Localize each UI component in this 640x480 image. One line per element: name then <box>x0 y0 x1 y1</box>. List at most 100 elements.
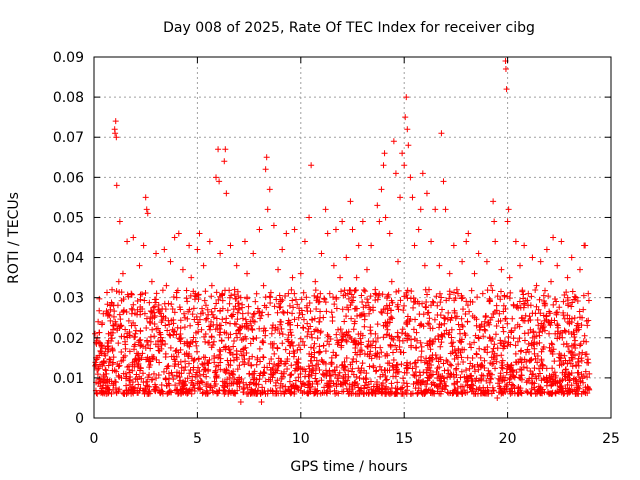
data-point <box>428 361 435 368</box>
data-point <box>241 345 248 352</box>
data-point <box>141 310 148 317</box>
data-point <box>286 350 293 357</box>
data-point <box>359 360 366 367</box>
data-point <box>277 390 284 397</box>
data-point <box>104 343 111 350</box>
data-point <box>221 287 228 294</box>
data-point <box>426 286 433 293</box>
data-point <box>444 367 451 374</box>
data-point <box>519 314 526 321</box>
data-point <box>556 362 563 369</box>
data-point <box>289 382 296 389</box>
data-point <box>404 287 411 294</box>
data-point <box>380 334 387 341</box>
data-point <box>528 356 535 363</box>
data-point <box>233 347 240 354</box>
data-point <box>552 372 559 379</box>
data-point <box>162 376 169 383</box>
data-point <box>187 322 194 329</box>
data-point <box>538 356 545 363</box>
data-point <box>382 306 389 313</box>
data-point <box>478 376 485 383</box>
data-point <box>291 316 298 323</box>
data-point <box>390 357 397 364</box>
data-point <box>171 328 178 335</box>
data-point <box>219 316 226 323</box>
data-point <box>329 317 336 324</box>
data-point <box>423 190 430 197</box>
data-point <box>359 218 366 225</box>
data-point <box>473 375 480 382</box>
data-point <box>191 316 198 323</box>
data-point <box>292 296 299 303</box>
data-point <box>227 349 234 356</box>
data-point <box>304 302 311 309</box>
data-point <box>268 330 275 337</box>
data-point <box>110 326 117 333</box>
data-point <box>437 356 444 363</box>
data-point <box>507 289 514 296</box>
data-point <box>189 311 196 318</box>
data-point <box>340 388 347 395</box>
data-point <box>363 266 370 273</box>
data-point <box>142 194 149 201</box>
data-point <box>433 293 440 300</box>
data-point <box>374 335 381 342</box>
data-point <box>496 310 503 317</box>
data-point <box>103 370 110 377</box>
data-point <box>379 386 386 393</box>
data-point <box>446 295 453 302</box>
data-point <box>488 282 495 289</box>
data-point <box>151 333 158 340</box>
data-point <box>364 296 371 303</box>
data-point <box>511 325 518 332</box>
data-point <box>328 360 335 367</box>
data-point <box>531 345 538 352</box>
data-point <box>233 295 240 302</box>
data-point <box>262 332 269 339</box>
data-point <box>379 309 386 316</box>
data-point <box>399 150 406 157</box>
data-point <box>429 298 436 305</box>
data-point <box>202 331 209 338</box>
data-point <box>303 294 310 301</box>
plot-frame <box>93 56 612 419</box>
data-point <box>458 292 465 299</box>
data-point <box>270 390 277 397</box>
data-point <box>486 295 493 302</box>
data-point <box>324 387 331 394</box>
data-point <box>364 384 371 391</box>
data-point <box>173 373 180 380</box>
data-point <box>169 326 176 333</box>
data-point <box>171 356 178 363</box>
data-point <box>319 389 326 396</box>
data-point <box>445 370 452 377</box>
data-point <box>166 382 173 389</box>
data-point <box>464 389 471 396</box>
data-point <box>510 302 517 309</box>
data-point <box>129 306 136 313</box>
data-point <box>448 314 455 321</box>
data-point <box>585 290 592 297</box>
data-point <box>453 313 460 320</box>
data-point <box>112 118 119 125</box>
data-point <box>439 333 446 340</box>
data-point <box>113 288 120 295</box>
data-point <box>527 317 534 324</box>
data-point <box>575 362 582 369</box>
data-point <box>582 368 589 375</box>
data-point <box>227 320 234 327</box>
data-point <box>550 346 557 353</box>
data-point <box>527 302 534 309</box>
data-point <box>439 385 446 392</box>
data-point <box>256 325 263 332</box>
data-point <box>166 331 173 338</box>
data-point <box>392 373 399 380</box>
data-point <box>505 333 512 340</box>
data-point <box>216 387 223 394</box>
data-point <box>304 308 311 315</box>
data-point <box>404 359 411 366</box>
data-point <box>217 308 224 315</box>
data-point <box>531 339 538 346</box>
data-point <box>173 347 180 354</box>
